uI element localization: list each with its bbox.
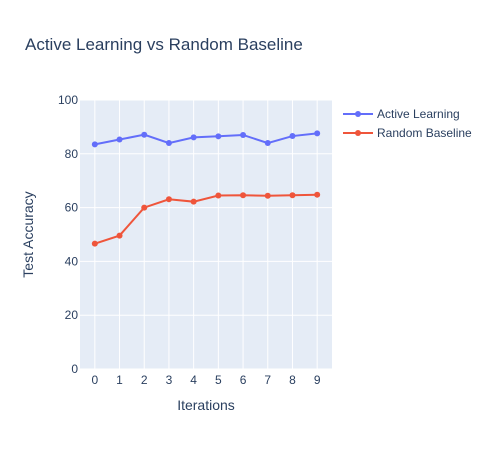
y-tick-label-2: 40 <box>65 254 79 268</box>
data-point-random-baseline-0 <box>91 240 98 247</box>
series-line-active-learning <box>94 132 318 146</box>
series-layer <box>91 130 321 247</box>
data-point-random-baseline-1 <box>116 232 123 239</box>
x-tick-labels: 0 1 2 3 4 5 6 7 8 9 <box>91 373 320 387</box>
data-point-random-baseline-8 <box>289 192 296 199</box>
data-point-active-learning-0 <box>91 141 98 148</box>
legend-label-active-learning: Active Learning <box>377 107 460 121</box>
x-tick-label-8: 8 <box>289 373 296 387</box>
legend-marker-random-baseline <box>355 130 361 136</box>
x-tick-label-6: 6 <box>240 373 247 387</box>
data-point-active-learning-7 <box>264 140 271 147</box>
y-axis-title: Test Accuracy <box>20 191 36 277</box>
data-point-active-learning-3 <box>165 140 172 147</box>
y-tick-label-5: 100 <box>58 93 78 107</box>
data-point-active-learning-1 <box>116 136 123 143</box>
y-tick-label-3: 60 <box>65 201 79 215</box>
legend-item-active-learning[interactable]: Active Learning <box>343 107 460 121</box>
chart-title: Active Learning vs Random Baseline <box>25 35 303 54</box>
data-point-active-learning-6 <box>240 131 247 138</box>
data-point-active-learning-9 <box>314 130 321 137</box>
data-point-random-baseline-7 <box>264 192 271 199</box>
x-tick-label-4: 4 <box>190 373 197 387</box>
data-point-active-learning-4 <box>190 134 197 141</box>
y-tick-label-1: 20 <box>65 308 79 322</box>
y-tick-label-0: 0 <box>71 362 78 376</box>
data-point-random-baseline-4 <box>190 198 197 205</box>
x-tick-label-3: 3 <box>166 373 173 387</box>
legend-label-random-baseline: Random Baseline <box>377 126 472 140</box>
data-point-random-baseline-5 <box>215 192 222 199</box>
x-tick-label-5: 5 <box>215 373 222 387</box>
data-point-random-baseline-2 <box>141 204 148 211</box>
legend[interactable]: Active Learning Random Baseline <box>343 107 472 140</box>
data-point-active-learning-8 <box>289 133 296 140</box>
y-tick-labels: 0 20 40 60 80 100 <box>58 93 78 376</box>
x-tick-label-7: 7 <box>264 373 271 387</box>
x-tick-label-0: 0 <box>91 373 98 387</box>
legend-marker-active-learning <box>355 111 361 117</box>
x-tick-label-1: 1 <box>116 373 123 387</box>
series-line-random-baseline <box>94 193 318 245</box>
data-point-random-baseline-9 <box>314 191 321 198</box>
y-tick-label-4: 80 <box>65 147 79 161</box>
data-point-active-learning-5 <box>215 133 222 140</box>
data-point-random-baseline-6 <box>240 192 247 199</box>
x-axis-title: Iterations <box>177 397 235 413</box>
data-point-active-learning-2 <box>141 131 148 138</box>
legend-item-random-baseline[interactable]: Random Baseline <box>343 126 472 140</box>
data-point-random-baseline-3 <box>165 196 172 203</box>
x-tick-label-9: 9 <box>314 373 321 387</box>
x-tick-label-2: 2 <box>141 373 148 387</box>
